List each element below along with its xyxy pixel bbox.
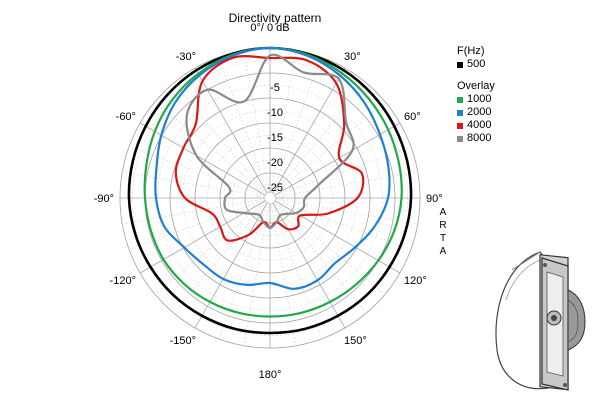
legend-item: 500	[457, 58, 495, 71]
series-8000-hz	[185, 53, 355, 230]
angle-label: 60°	[404, 111, 421, 123]
grid-spoke	[139, 122, 266, 196]
arta-watermark: A R T A	[437, 206, 449, 258]
watermark-letter: A	[439, 246, 447, 257]
angle-label: 90°	[426, 193, 443, 205]
grid-spoke-minor	[271, 202, 322, 340]
angle-label: -120°	[110, 275, 136, 287]
legend-label: 1000	[467, 93, 492, 105]
series-1000-hz	[143, 46, 403, 318]
series-500-hz	[127, 46, 413, 335]
radial-tick-label: -15	[267, 132, 283, 144]
grid-spoke-minor	[243, 202, 270, 346]
grid-spoke-minor	[122, 198, 266, 225]
legend-swatch	[457, 122, 463, 129]
grid-spoke-minor	[273, 200, 386, 295]
angle-label: -60°	[116, 111, 136, 123]
radial-tick-label: -10	[267, 107, 283, 119]
angle-label: 120°	[404, 275, 427, 287]
grid-spoke-minor	[273, 101, 386, 196]
grid-spoke-minor	[128, 146, 266, 197]
polar-labels: -5 -10 -15 -20 -25 0°/ 0 dB 30° 60° 90° 120° 150° 1…	[94, 22, 443, 381]
legend: F(Hz) 500 Overlay 1000 2000 4000 8000	[457, 44, 495, 145]
grid-spoke-minor	[243, 50, 270, 194]
radial-tick-label: -5	[270, 82, 280, 94]
angle-label: -150°	[170, 335, 196, 347]
series-layer	[127, 46, 413, 335]
angle-label: -90°	[94, 193, 114, 205]
grid-spoke-minor	[272, 201, 367, 314]
grid-spoke-minor	[154, 101, 267, 196]
legend-swatch	[457, 96, 463, 103]
grid-spoke-minor	[274, 146, 412, 197]
grid-spoke	[272, 67, 346, 194]
grid-spoke-minor	[128, 199, 266, 250]
angle-label: 30°	[344, 51, 361, 63]
legend-item: 8000	[457, 132, 495, 145]
grid-spoke-minor	[173, 201, 268, 314]
grid-spoke-minor	[218, 56, 269, 194]
legend-swatch	[457, 109, 463, 116]
watermark-letter: T	[439, 233, 447, 244]
grid-spoke-minor	[271, 56, 322, 194]
legend-label: 2000	[467, 106, 492, 118]
series-2000-hz	[154, 46, 391, 290]
legend-item: 4000	[457, 119, 495, 132]
grid-spoke-minor	[173, 82, 268, 195]
legend-title: F(Hz)	[457, 45, 485, 57]
grid-spoke-minor	[274, 199, 412, 250]
legend-label: 4000	[467, 119, 492, 131]
grid-spoke	[194, 202, 268, 329]
legend-swatch	[457, 135, 463, 142]
legend-item: 1000	[457, 93, 495, 106]
grid-spoke	[274, 122, 401, 196]
radial-tick-label: -25	[267, 182, 283, 194]
grid-spoke-minor	[270, 50, 297, 194]
grid-spoke-minor	[272, 82, 367, 195]
angle-label: 180°	[259, 369, 282, 381]
grid-spoke-minor	[274, 171, 418, 198]
angle-label: 0°/ 0 dB	[250, 22, 289, 34]
grid-spoke-minor	[270, 202, 297, 346]
grid-spoke	[272, 202, 346, 329]
grid-spoke-minor	[274, 198, 418, 225]
angle-label: -30°	[176, 51, 196, 63]
legend-swatch	[457, 61, 463, 68]
grid-spoke	[194, 67, 268, 194]
radial-tick-label: -20	[267, 157, 283, 169]
legend-label: 8000	[467, 132, 492, 144]
legend-item: 2000	[457, 106, 495, 119]
grid-spoke-minor	[154, 200, 267, 295]
watermark-letter: A	[439, 207, 447, 218]
watermark-letter: R	[439, 220, 447, 231]
chart-title: Directivity pattern	[229, 11, 322, 25]
legend-label: 500	[467, 58, 486, 70]
angle-label: 150°	[344, 335, 367, 347]
legend-overlay-title: Overlay	[457, 80, 495, 92]
waveguide-speaker-icon	[495, 251, 586, 391]
